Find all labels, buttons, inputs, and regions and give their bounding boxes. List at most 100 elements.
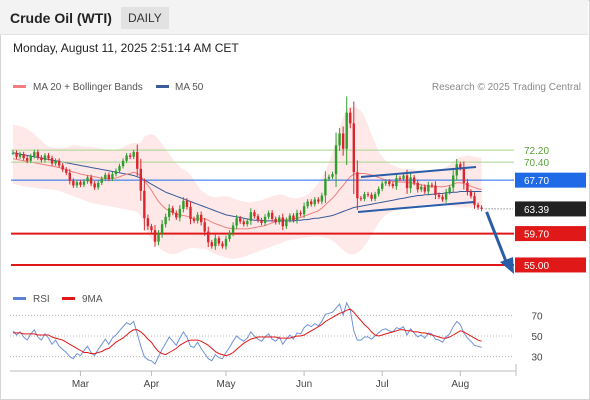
candle-body xyxy=(370,194,373,199)
candle xyxy=(462,161,466,190)
candle-body xyxy=(327,176,331,179)
candle-body xyxy=(441,196,444,200)
candle xyxy=(171,205,174,216)
candle xyxy=(224,235,228,250)
candle-body xyxy=(107,174,111,179)
candle xyxy=(136,144,139,177)
chart-header: Crude Oil (WTI) DAILY xyxy=(0,0,588,35)
candle-body xyxy=(405,175,409,189)
candle xyxy=(207,226,210,248)
candle xyxy=(441,194,444,202)
candle-body xyxy=(285,220,288,227)
candle xyxy=(11,150,15,156)
candle xyxy=(228,230,231,242)
candle xyxy=(143,178,146,231)
candle-body xyxy=(196,214,199,221)
candle xyxy=(182,197,185,213)
candle-body xyxy=(299,212,302,215)
candle xyxy=(398,175,402,182)
timeframe-badge[interactable]: DAILY xyxy=(121,7,169,29)
candle-body xyxy=(189,206,192,219)
candle-body xyxy=(157,233,160,242)
candle xyxy=(29,153,32,164)
candle xyxy=(114,168,118,177)
candle-body xyxy=(192,218,196,221)
rsi-series-rsi xyxy=(12,301,482,365)
candle-body xyxy=(132,152,135,157)
candle xyxy=(175,210,178,220)
candle-body xyxy=(462,168,466,183)
candle-body xyxy=(221,243,224,247)
channel-lower-line xyxy=(357,201,475,213)
candle xyxy=(359,195,363,202)
candle-body xyxy=(480,207,483,209)
candle-body xyxy=(420,186,423,190)
candle-body xyxy=(341,133,345,149)
candle-body xyxy=(15,152,18,157)
candle-body xyxy=(430,184,434,186)
candle-body xyxy=(295,212,299,221)
candle xyxy=(153,225,157,247)
candle xyxy=(146,214,150,230)
candle-body xyxy=(331,174,334,177)
candle xyxy=(430,182,434,188)
candle xyxy=(246,218,249,227)
candle xyxy=(420,184,423,192)
candle-body xyxy=(253,212,256,217)
candle xyxy=(409,172,412,193)
candle xyxy=(72,178,75,188)
candle xyxy=(270,210,274,222)
candle-body xyxy=(210,242,213,247)
candle-body xyxy=(317,199,320,202)
candle-body xyxy=(427,184,430,192)
candle-body xyxy=(231,225,235,233)
candle-body xyxy=(416,182,419,190)
candle xyxy=(423,184,426,194)
candle xyxy=(221,241,224,249)
candle-body xyxy=(402,175,405,179)
level-badge-55.00 xyxy=(515,257,586,273)
candle xyxy=(281,213,284,231)
candle-body xyxy=(377,188,380,195)
candle xyxy=(18,151,22,160)
level-badge-59.70 xyxy=(515,226,586,242)
candle-body xyxy=(363,194,366,199)
candle-body xyxy=(249,212,253,221)
candle-body xyxy=(256,216,260,221)
candle-body xyxy=(349,112,352,124)
level-label-70.40: 70.40 xyxy=(524,158,549,169)
candle xyxy=(61,163,64,172)
candle xyxy=(263,214,267,226)
candle xyxy=(302,202,306,218)
candle xyxy=(75,179,79,188)
candle xyxy=(217,235,221,246)
candle xyxy=(231,222,235,237)
candle-body xyxy=(473,196,476,205)
candle xyxy=(313,197,316,207)
candle-body xyxy=(146,218,150,227)
candle-body xyxy=(281,217,284,227)
candle-body xyxy=(11,152,15,154)
candle xyxy=(54,158,57,166)
candle-body xyxy=(118,166,121,171)
candle xyxy=(377,186,380,197)
candle xyxy=(203,218,206,236)
candles xyxy=(11,96,483,250)
rsi-plot: 30 50 70 xyxy=(10,301,543,365)
candle xyxy=(65,167,68,176)
candle-body xyxy=(288,215,292,221)
datetime-label: Monday, August 11, 2025 2:51:14 AM CET xyxy=(13,41,239,55)
candle xyxy=(192,216,196,224)
candle-body xyxy=(338,133,341,146)
candle xyxy=(320,192,324,205)
x-tick-label-jun: Jun xyxy=(296,379,312,390)
candle-body xyxy=(43,155,47,161)
candle-body xyxy=(153,230,157,242)
candle-body xyxy=(114,170,118,175)
candle xyxy=(97,180,100,190)
candle-body xyxy=(452,175,455,188)
x-tick-label-apr: Apr xyxy=(144,379,160,390)
candle-body xyxy=(274,218,277,223)
candle xyxy=(455,159,458,181)
